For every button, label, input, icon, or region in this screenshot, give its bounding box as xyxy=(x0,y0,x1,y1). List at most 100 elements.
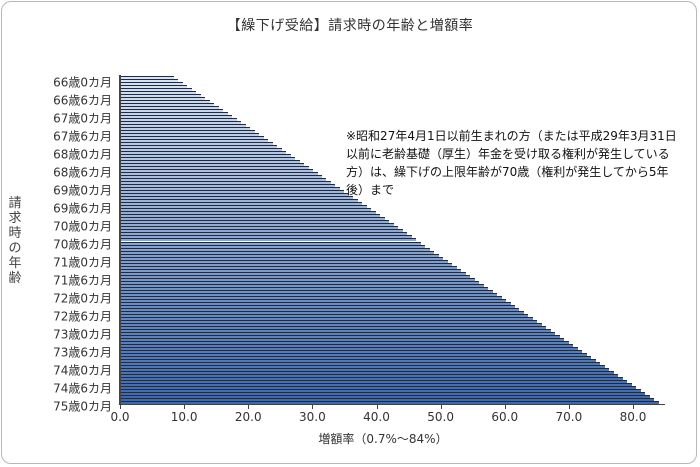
bar xyxy=(120,391,646,395)
bar xyxy=(120,310,524,314)
x-tick-mark xyxy=(568,404,570,409)
bar xyxy=(120,202,363,206)
bar xyxy=(120,280,480,284)
bar xyxy=(120,376,623,380)
bar xyxy=(120,208,372,212)
bar xyxy=(120,247,430,251)
bar xyxy=(120,283,484,287)
bar xyxy=(120,214,381,218)
bar xyxy=(120,187,340,191)
bar xyxy=(120,196,354,200)
bar xyxy=(120,298,507,302)
x-tick-label: 20.0 xyxy=(234,410,262,424)
bar xyxy=(120,394,650,398)
x-tick-mark xyxy=(312,404,314,409)
y-tick-label: 72歳0カ月 xyxy=(53,291,112,306)
bar xyxy=(120,121,242,125)
bar xyxy=(120,259,448,263)
bar xyxy=(120,142,273,146)
bar xyxy=(120,361,601,365)
x-tick-label: 70.0 xyxy=(555,410,583,424)
y-tick-label: 68歳6カ月 xyxy=(53,165,112,180)
bar xyxy=(120,190,345,194)
bar xyxy=(120,331,556,335)
y-label-char: 請 xyxy=(8,196,22,211)
bar xyxy=(120,145,278,149)
bar xyxy=(120,274,471,278)
y-tick-label: 75歳0カ月 xyxy=(53,399,112,414)
x-tick-mark xyxy=(376,404,378,409)
bar xyxy=(120,262,453,266)
bar xyxy=(120,319,538,323)
bar xyxy=(120,157,296,161)
bar xyxy=(120,82,183,86)
bar xyxy=(120,253,439,257)
bar xyxy=(120,364,605,368)
y-tick-label: 73歳0カ月 xyxy=(53,327,112,342)
bar xyxy=(120,277,475,281)
bar xyxy=(120,373,619,377)
bar xyxy=(120,139,269,143)
bar xyxy=(120,265,457,269)
bar xyxy=(120,106,219,110)
bar xyxy=(120,313,529,317)
bar xyxy=(120,349,583,353)
y-tick-label: 68歳0カ月 xyxy=(53,147,112,162)
bar xyxy=(120,130,255,134)
x-tick-label: 0.0 xyxy=(110,410,130,424)
bar xyxy=(120,100,210,104)
y-tick-label: 74歳6カ月 xyxy=(53,381,112,396)
bar xyxy=(120,79,179,82)
bar xyxy=(120,115,233,119)
bar xyxy=(120,289,493,293)
bar xyxy=(120,211,376,215)
bar xyxy=(120,286,489,290)
bar xyxy=(120,355,592,359)
bar xyxy=(120,193,349,197)
x-tick-mark xyxy=(120,404,121,409)
bar xyxy=(120,340,569,344)
bar xyxy=(120,148,282,152)
bar xyxy=(120,178,327,182)
bar xyxy=(120,226,399,230)
bar xyxy=(120,238,417,242)
bar xyxy=(120,220,390,224)
bar xyxy=(120,76,174,79)
bar xyxy=(120,334,560,338)
x-tick-mark xyxy=(184,404,186,409)
x-tick-label: 10.0 xyxy=(170,410,198,424)
y-label-char: 齢 xyxy=(8,271,22,286)
bar xyxy=(120,358,596,362)
y-axis-line xyxy=(119,75,121,405)
bar xyxy=(120,325,547,329)
y-tick-label: 70歳6カ月 xyxy=(53,237,112,252)
y-tick-label: 67歳0カ月 xyxy=(53,111,112,126)
bar xyxy=(120,292,498,296)
y-label-char: 時 xyxy=(8,226,22,241)
x-tick-label: 30.0 xyxy=(299,410,326,424)
bar xyxy=(120,379,628,383)
bar xyxy=(120,151,287,155)
bar xyxy=(120,109,224,113)
y-tick-label: 66歳0カ月 xyxy=(53,75,112,89)
y-tick-label: 73歳6カ月 xyxy=(53,345,112,360)
bar xyxy=(120,163,305,167)
y-tick-label: 72歳6カ月 xyxy=(53,309,112,324)
bar xyxy=(120,397,655,401)
bar xyxy=(120,184,336,188)
bar xyxy=(120,367,610,371)
bar xyxy=(120,181,331,185)
bar xyxy=(120,235,412,239)
y-tick-label: 71歳6カ月 xyxy=(53,273,112,288)
y-tick-label: 69歳6カ月 xyxy=(53,201,112,216)
y-tick-label: 70歳0カ月 xyxy=(53,219,112,234)
bar xyxy=(120,229,403,233)
bar xyxy=(120,352,587,356)
y-tick-label: 69歳0カ月 xyxy=(53,183,112,198)
bar xyxy=(120,136,264,140)
bar xyxy=(120,388,641,392)
bar xyxy=(120,85,188,89)
bar xyxy=(120,304,515,308)
bar xyxy=(120,175,322,179)
x-tick-mark xyxy=(504,404,506,409)
